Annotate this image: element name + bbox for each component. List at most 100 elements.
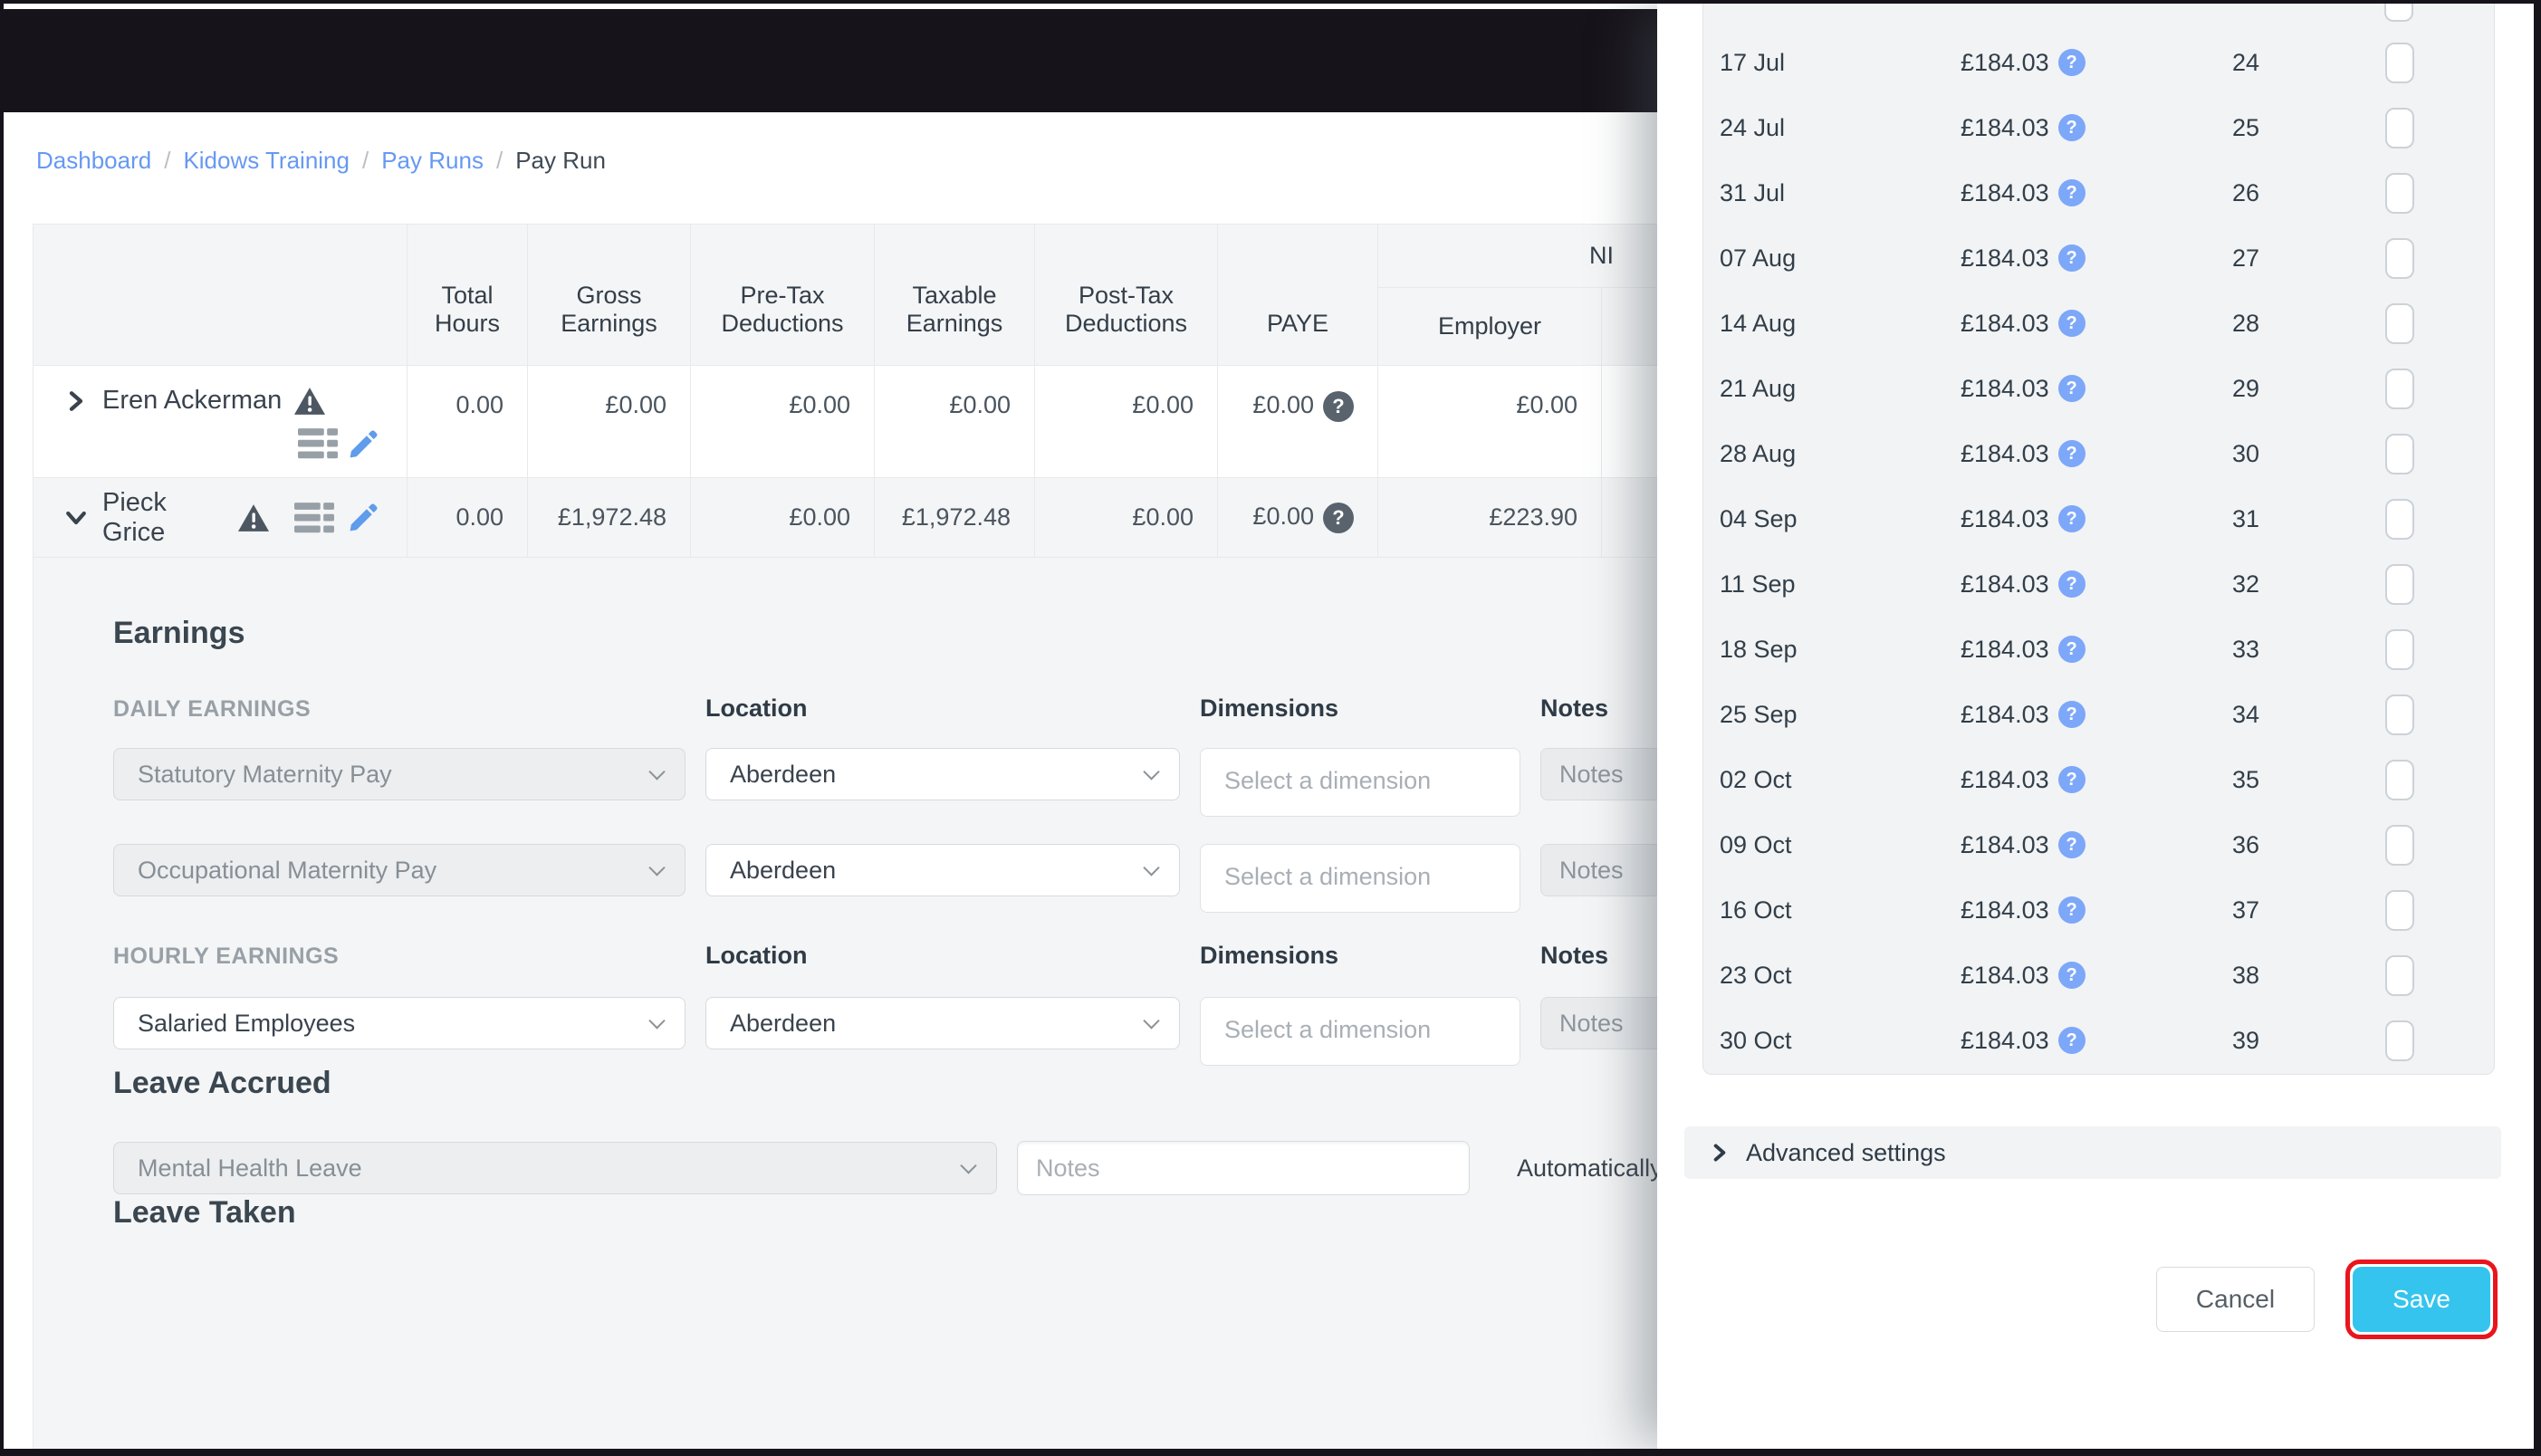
- schedule-checkbox[interactable]: [2385, 498, 2414, 540]
- help-icon[interactable]: ?: [2057, 896, 2086, 924]
- schedule-week-number: 26: [2232, 178, 2260, 206]
- schedule-row: 07 Aug £184.03 ? 27: [1703, 225, 2494, 291]
- breadcrumb-separator: /: [361, 147, 369, 174]
- schedule-row: 17 Jul £184.03 ? 24: [1703, 30, 2494, 95]
- help-icon[interactable]: ?: [2057, 636, 2086, 663]
- schedule-checkbox[interactable]: [2385, 694, 2414, 735]
- help-icon[interactable]: ?: [2057, 440, 2086, 467]
- schedule-checkbox[interactable]: [2385, 302, 2414, 344]
- schedule-week-number: 27: [2232, 244, 2260, 272]
- help-icon[interactable]: ?: [2057, 114, 2086, 141]
- schedule-checkbox[interactable]: [2385, 42, 2414, 83]
- help-icon[interactable]: ?: [2057, 49, 2086, 76]
- schedule-row: 25 Sep £184.03 ? 34: [1703, 682, 2494, 747]
- top-black-bar: [4, 9, 1657, 112]
- schedule-week-number: 38: [2232, 961, 2260, 989]
- breadcrumb-link-dashboard[interactable]: Dashboard: [36, 147, 152, 174]
- earning-type-select[interactable]: Salaried Employees: [113, 997, 686, 1049]
- schedule-checkbox[interactable]: [2385, 172, 2414, 214]
- chevron-down-icon[interactable]: [62, 504, 90, 532]
- schedule-amount: £184.03 ?: [1961, 896, 2189, 924]
- schedule-checkbox[interactable]: [2385, 824, 2414, 866]
- cell-paye: £0.00?: [1217, 365, 1378, 478]
- leave-type-select[interactable]: Mental Health Leave: [113, 1142, 997, 1194]
- help-icon[interactable]: ?: [2057, 962, 2086, 989]
- schedule-checkbox[interactable]: [2384, 4, 2413, 22]
- schedule-amount: £184.03 ?: [1961, 244, 2189, 273]
- chevron-right-icon: [1708, 1141, 1731, 1164]
- cancel-button[interactable]: Cancel: [2156, 1267, 2315, 1332]
- journal-lines-icon[interactable]: [294, 502, 334, 533]
- schedule-amount: £184.03 ?: [1961, 636, 2189, 664]
- location-select[interactable]: Aberdeen: [705, 748, 1180, 800]
- edit-pencil-icon[interactable]: [347, 502, 379, 534]
- expanded-employee-detail: Earnings DAILY EARNINGS Location Dimensi…: [33, 557, 1826, 1449]
- save-button[interactable]: Save: [2353, 1267, 2490, 1332]
- schedule-date: 30 Oct: [1720, 1026, 1792, 1054]
- edit-pencil-icon[interactable]: [347, 428, 379, 461]
- breadcrumb-link-payruns[interactable]: Pay Runs: [381, 147, 484, 174]
- leave-taken-title: Leave Taken: [113, 1195, 296, 1230]
- dimension-input[interactable]: Select a dimension: [1200, 844, 1520, 913]
- schedule-amount: £184.03 ?: [1961, 49, 2189, 77]
- location-select[interactable]: Aberdeen: [705, 997, 1180, 1049]
- employee-cell[interactable]: Pieck Grice: [33, 477, 408, 558]
- schedule-week-number: 24: [2232, 48, 2260, 76]
- help-icon[interactable]: ?: [2057, 244, 2086, 272]
- schedule-checkbox[interactable]: [2385, 107, 2414, 148]
- help-icon[interactable]: ?: [1323, 391, 1354, 422]
- schedule-week-number: 37: [2232, 896, 2260, 924]
- dimension-input[interactable]: Select a dimension: [1200, 997, 1520, 1066]
- schedule-row: 11 Sep £184.03 ? 32: [1703, 551, 2494, 617]
- schedule-row: 30 Oct £184.03 ? 39: [1703, 1008, 2494, 1073]
- breadcrumb-link-company[interactable]: Kidows Training: [183, 147, 350, 174]
- earning-type-select[interactable]: Occupational Maternity Pay: [113, 844, 686, 896]
- schedule-amount: £184.03 ?: [1961, 962, 2189, 990]
- help-icon[interactable]: ?: [2057, 179, 2086, 206]
- schedule-week-number: 33: [2232, 635, 2260, 663]
- schedule-amount: £184.03 ?: [1961, 310, 2189, 338]
- breadcrumb-separator: /: [495, 147, 503, 174]
- schedule-checkbox[interactable]: [2385, 237, 2414, 279]
- leave-notes-input[interactable]: Notes: [1017, 1141, 1470, 1195]
- help-icon[interactable]: ?: [2057, 375, 2086, 402]
- schedule-checkbox[interactable]: [2385, 433, 2414, 474]
- schedule-week-number: 31: [2232, 504, 2260, 532]
- schedule-checkbox[interactable]: [2385, 628, 2414, 670]
- employee-name: Eren Ackerman: [102, 386, 283, 415]
- help-icon[interactable]: ?: [2057, 831, 2086, 858]
- help-icon[interactable]: ?: [2057, 766, 2086, 793]
- help-icon[interactable]: ?: [1323, 502, 1354, 533]
- schedule-row: 14 Aug £184.03 ? 28: [1703, 291, 2494, 356]
- schedule-checkbox[interactable]: [2385, 759, 2414, 800]
- location-select[interactable]: Aberdeen: [705, 844, 1180, 896]
- employee-name: Pieck Grice: [102, 487, 167, 547]
- help-icon[interactable]: ?: [2057, 505, 2086, 532]
- help-icon[interactable]: ?: [2057, 701, 2086, 728]
- schedule-checkbox[interactable]: [2385, 954, 2414, 996]
- schedule-date: 17 Jul: [1720, 48, 1786, 76]
- help-icon[interactable]: ?: [2057, 570, 2086, 598]
- schedule-week-number: 30: [2232, 439, 2260, 467]
- dimension-input[interactable]: Select a dimension: [1200, 748, 1520, 817]
- col-pretax-deductions: Pre-Tax Deductions: [690, 224, 875, 366]
- daily-earnings-label: DAILY EARNINGS: [113, 696, 312, 722]
- help-icon[interactable]: ?: [2057, 1027, 2086, 1054]
- schedule-row: 31 Jul £184.03 ? 26: [1703, 160, 2494, 225]
- advanced-settings-toggle[interactable]: Advanced settings: [1684, 1126, 2501, 1179]
- journal-lines-icon[interactable]: [298, 428, 338, 461]
- schedule-row: 04 Sep £184.03 ? 31: [1703, 486, 2494, 551]
- payment-schedule-list: 17 Jul £184.03 ? 24 24 Jul £184.03 ?: [1702, 4, 2495, 1075]
- chevron-right-icon[interactable]: [62, 388, 90, 415]
- payrun-table-header: Total Hours Gross Earnings Pre-Tax Deduc…: [33, 224, 1826, 366]
- help-icon[interactable]: ?: [2057, 310, 2086, 337]
- schedule-date: 04 Sep: [1720, 504, 1798, 532]
- schedule-week-number: 39: [2232, 1026, 2260, 1054]
- schedule-checkbox[interactable]: [2385, 368, 2414, 409]
- earning-type-select[interactable]: Statutory Maternity Pay: [113, 748, 686, 800]
- schedule-checkbox[interactable]: [2385, 1020, 2414, 1061]
- schedule-row: 18 Sep £184.03 ? 33: [1703, 617, 2494, 682]
- schedule-checkbox[interactable]: [2385, 889, 2414, 931]
- schedule-checkbox[interactable]: [2385, 563, 2414, 605]
- employee-cell[interactable]: Eren Ackerman: [33, 365, 408, 478]
